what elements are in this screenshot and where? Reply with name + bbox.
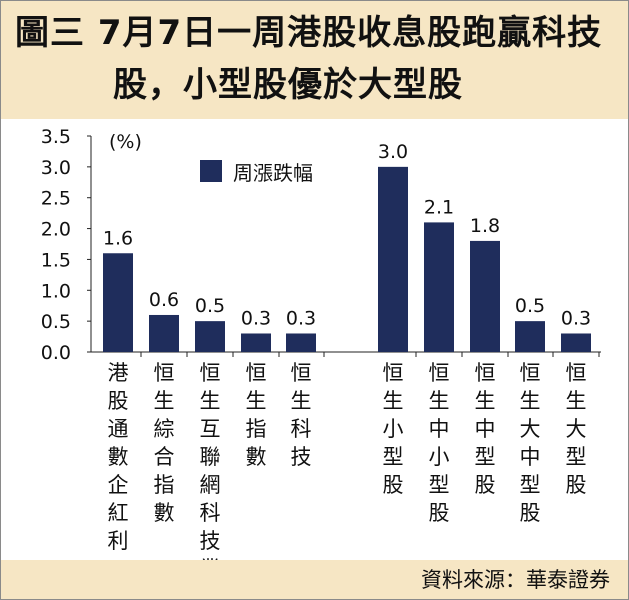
- bar: [103, 253, 133, 352]
- bar-value-label: 2.1: [424, 196, 454, 218]
- y-tick-label: 0.5: [41, 311, 71, 333]
- bar-value-label: 3.0: [378, 141, 408, 163]
- bar: [424, 222, 454, 352]
- bar: [195, 321, 225, 352]
- title-line-2: 股，小型股優於大型股: [113, 65, 463, 105]
- bar-value-label: 0.3: [286, 307, 316, 329]
- bar: [470, 240, 500, 352]
- y-axis-unit: (%): [109, 131, 142, 153]
- bar-value-label: 1.8: [470, 215, 500, 237]
- source-note: 資料來源：華泰證券: [421, 568, 610, 592]
- plot-area: 0.0 0.5 1.0 1.5 2.0 2.5 3.0 3.5 (%) 周漲跌幅 1.6 港股通數企紅…: [1, 119, 628, 581]
- bar: [515, 321, 545, 352]
- y-tick-label: 2.0: [41, 219, 71, 241]
- category-label: 恒生科技: [291, 361, 312, 469]
- bar-value-label: 0.5: [195, 295, 225, 317]
- category-label: 恒生指數: [246, 361, 267, 469]
- category-label: 恒生互聯網科技業: [200, 361, 221, 560]
- y-tick-label: 0.0: [41, 342, 71, 364]
- category-label: 恒生中型股: [475, 361, 496, 497]
- bar-value-label: 1.6: [103, 227, 133, 249]
- y-tick-label: 1.5: [41, 249, 71, 271]
- category-label: 恒生綜合指數: [154, 361, 175, 525]
- y-tick-label: 3.5: [41, 126, 71, 148]
- category-label: 恒生中小型股: [429, 361, 450, 525]
- bar-value-label: 0.6: [149, 289, 179, 311]
- legend-label: 周漲跌幅: [233, 161, 313, 185]
- footer-band: 資料來源：華泰證券: [1, 560, 628, 599]
- chart-title: 圖三 7月7日一周港股收息股跑贏科技 股，小型股優於大型股: [15, 7, 602, 111]
- bar-value-label: 0.3: [241, 307, 271, 329]
- title-line-1: 圖三 7月7日一周港股收息股跑贏科技: [15, 13, 603, 53]
- title-band: 圖三 7月7日一周港股收息股跑贏科技 股，小型股優於大型股: [1, 1, 628, 119]
- bar-value-label: 0.5: [515, 295, 545, 317]
- bar: [378, 166, 408, 352]
- bar: [241, 333, 271, 352]
- category-label: 恒生大中型股: [520, 361, 541, 525]
- category-label: 港股通數企紅利: [108, 361, 129, 553]
- y-tick-label: 3.0: [41, 157, 71, 179]
- bar: [149, 314, 179, 352]
- category-label: 恒生小型股: [383, 361, 404, 497]
- category-label: 恒生大型股: [566, 361, 587, 497]
- legend-swatch: [200, 160, 222, 182]
- bar: [286, 333, 316, 352]
- bar: [561, 333, 591, 352]
- bar-value-label: 0.3: [561, 307, 591, 329]
- bar-chart: 0.0 0.5 1.0 1.5 2.0 2.5 3.0 3.5 (%) 周漲跌幅 1.6 港股通數企紅…: [41, 126, 601, 581]
- y-tick-label: 1.0: [41, 280, 71, 302]
- y-tick-label: 2.5: [41, 188, 71, 210]
